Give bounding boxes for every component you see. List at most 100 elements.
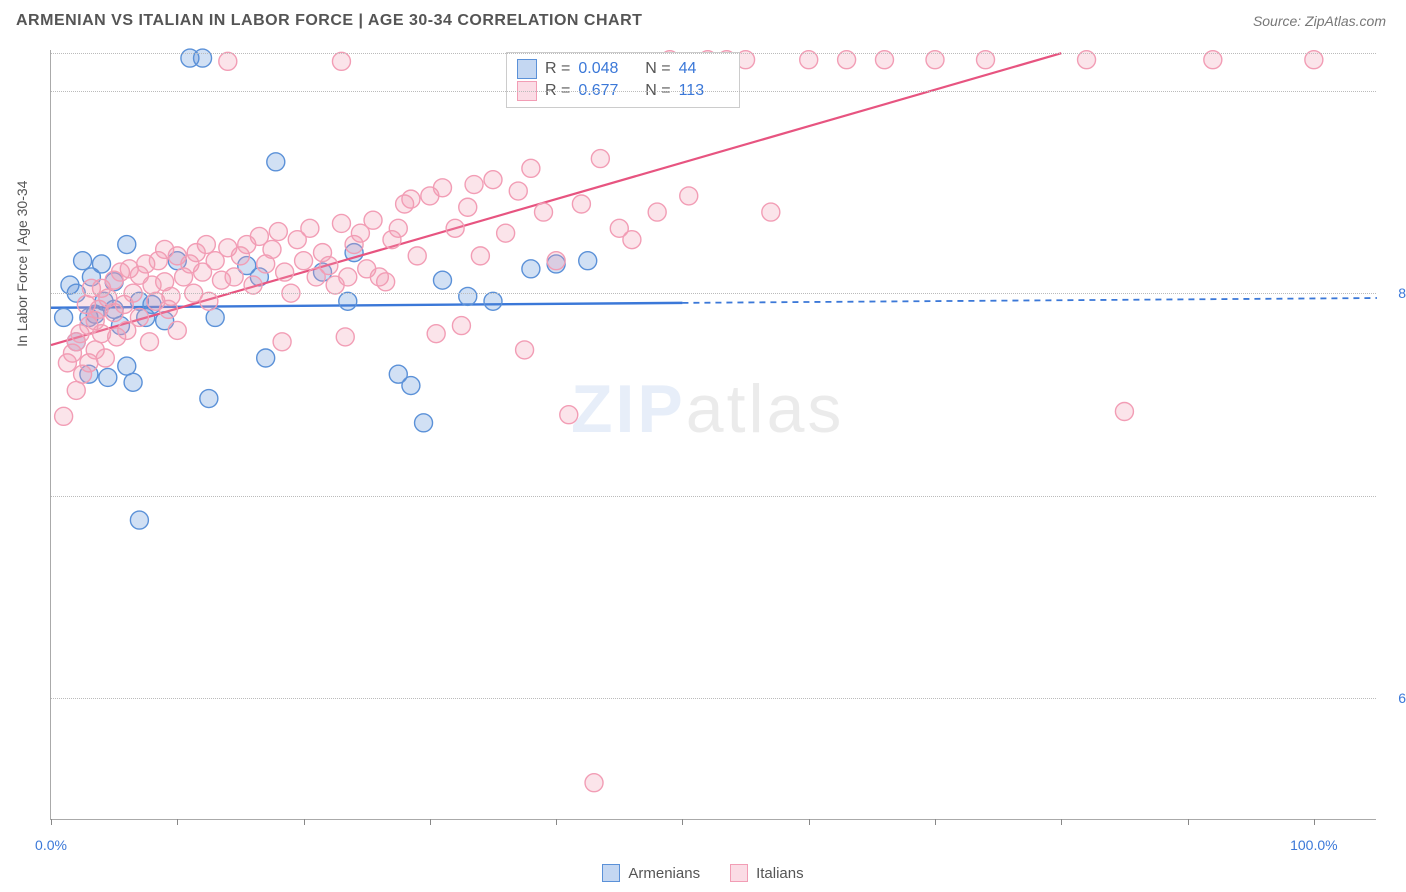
x-tick: [430, 819, 431, 825]
data-point[interactable]: [168, 321, 186, 339]
data-point[interactable]: [118, 357, 136, 375]
data-point[interactable]: [130, 308, 148, 326]
data-point[interactable]: [194, 49, 212, 67]
data-point[interactable]: [452, 317, 470, 335]
data-point[interactable]: [484, 171, 502, 189]
y-tick-label: 62.5%: [1382, 690, 1406, 706]
x-tick: [1314, 819, 1315, 825]
data-point[interactable]: [267, 153, 285, 171]
trend-line-extension: [682, 298, 1377, 303]
stats-swatch: [517, 59, 537, 79]
stats-r-label: R =: [545, 60, 570, 78]
data-point[interactable]: [197, 236, 215, 254]
chart-header: ARMENIAN VS ITALIAN IN LABOR FORCE | AGE…: [0, 0, 1406, 42]
data-point[interactable]: [257, 349, 275, 367]
data-point[interactable]: [509, 182, 527, 200]
x-tick: [51, 819, 52, 825]
data-point[interactable]: [389, 219, 407, 237]
data-point[interactable]: [130, 511, 148, 529]
data-point[interactable]: [762, 203, 780, 221]
data-point[interactable]: [332, 52, 350, 70]
data-point[interactable]: [269, 223, 287, 241]
data-point[interactable]: [433, 179, 451, 197]
data-point[interactable]: [74, 252, 92, 270]
data-point[interactable]: [364, 211, 382, 229]
gridline: [51, 698, 1376, 699]
data-point[interactable]: [459, 198, 477, 216]
legend-label: Italians: [756, 865, 804, 882]
data-point[interactable]: [459, 287, 477, 305]
data-point[interactable]: [332, 214, 350, 232]
data-point[interactable]: [535, 203, 553, 221]
data-point[interactable]: [244, 276, 262, 294]
data-point[interactable]: [67, 381, 85, 399]
data-point[interactable]: [497, 224, 515, 242]
legend-label: Armenians: [628, 865, 700, 882]
data-point[interactable]: [339, 268, 357, 286]
x-tick: [1188, 819, 1189, 825]
data-point[interactable]: [465, 176, 483, 194]
data-point[interactable]: [408, 247, 426, 265]
legend-item[interactable]: Armenians: [602, 864, 700, 882]
data-point[interactable]: [339, 292, 357, 310]
data-point[interactable]: [206, 308, 224, 326]
stats-n-value: 44: [679, 60, 729, 78]
data-point[interactable]: [320, 257, 338, 275]
data-point[interactable]: [560, 406, 578, 424]
data-point[interactable]: [141, 333, 159, 351]
gridline: [51, 91, 1376, 92]
data-point[interactable]: [55, 407, 73, 425]
data-point[interactable]: [118, 236, 136, 254]
data-point[interactable]: [415, 414, 433, 432]
data-point[interactable]: [55, 308, 73, 326]
data-point[interactable]: [301, 219, 319, 237]
correlation-stats-box: R = 0.048 N = 44R = 0.677 N = 113: [506, 52, 740, 108]
data-point[interactable]: [648, 203, 666, 221]
data-point[interactable]: [162, 287, 180, 305]
data-point[interactable]: [402, 377, 420, 395]
x-tick: [682, 819, 683, 825]
data-point[interactable]: [484, 292, 502, 310]
data-point[interactable]: [200, 390, 218, 408]
chart-title: ARMENIAN VS ITALIAN IN LABOR FORCE | AGE…: [16, 12, 642, 30]
data-point[interactable]: [623, 231, 641, 249]
x-tick: [177, 819, 178, 825]
data-point[interactable]: [99, 368, 117, 386]
legend-item[interactable]: Italians: [730, 864, 804, 882]
data-point[interactable]: [96, 349, 114, 367]
data-point[interactable]: [516, 341, 534, 359]
data-point[interactable]: [336, 328, 354, 346]
x-tick: [809, 819, 810, 825]
stats-n-label: N =: [636, 60, 670, 78]
data-point[interactable]: [585, 774, 603, 792]
legend-swatch: [730, 864, 748, 882]
data-point[interactable]: [446, 219, 464, 237]
data-point[interactable]: [219, 52, 237, 70]
data-point[interactable]: [579, 252, 597, 270]
data-point[interactable]: [225, 268, 243, 286]
chart-source: Source: ZipAtlas.com: [1253, 13, 1386, 29]
data-point[interactable]: [433, 271, 451, 289]
data-point[interactable]: [200, 292, 218, 310]
legend: Armenians Italians: [0, 864, 1406, 882]
data-point[interactable]: [273, 333, 291, 351]
data-point[interactable]: [276, 263, 294, 281]
data-point[interactable]: [295, 252, 313, 270]
data-point[interactable]: [402, 190, 420, 208]
data-point[interactable]: [427, 325, 445, 343]
data-point[interactable]: [522, 260, 540, 278]
data-point[interactable]: [591, 150, 609, 168]
data-point[interactable]: [1115, 402, 1133, 420]
data-point[interactable]: [680, 187, 698, 205]
x-tick-label: 100.0%: [1290, 837, 1337, 853]
x-tick: [304, 819, 305, 825]
data-point[interactable]: [124, 373, 142, 391]
gridline: [51, 53, 1376, 54]
data-point[interactable]: [547, 252, 565, 270]
data-point[interactable]: [93, 255, 111, 273]
data-point[interactable]: [522, 159, 540, 177]
data-point[interactable]: [471, 247, 489, 265]
data-point[interactable]: [377, 273, 395, 291]
data-point[interactable]: [263, 240, 281, 258]
data-point[interactable]: [572, 195, 590, 213]
